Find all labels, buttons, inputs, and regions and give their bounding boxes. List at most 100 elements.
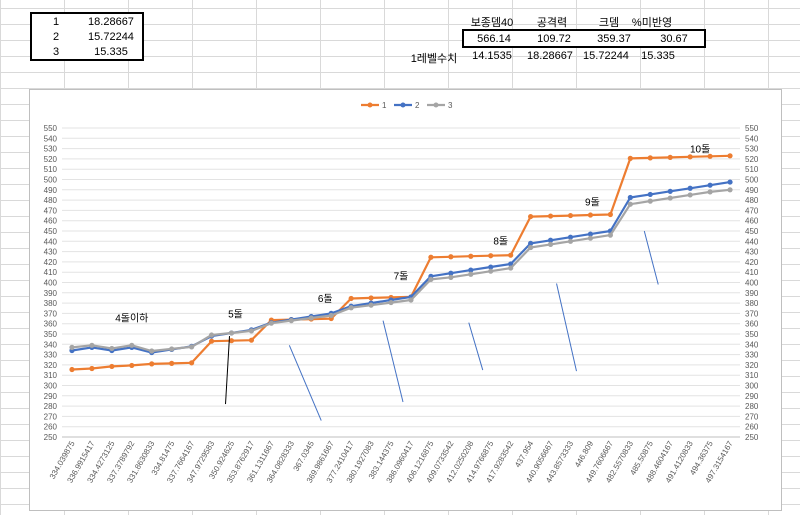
data-point <box>69 344 75 350</box>
data-point <box>727 179 733 185</box>
data-point <box>607 211 613 218</box>
legend-label: 3 <box>448 101 453 110</box>
legend-marker <box>400 102 406 108</box>
y2-tick-label: 380 <box>745 299 759 308</box>
y2-tick-label: 310 <box>745 371 759 380</box>
data-point <box>667 188 673 194</box>
annotation-label: 10돌 <box>690 144 710 156</box>
y-tick-label: 420 <box>44 258 58 267</box>
y-tick-label: 540 <box>44 134 58 143</box>
y-tick-label: 340 <box>44 340 58 349</box>
y2-tick-label: 460 <box>745 217 759 226</box>
annotation-label: 4돌이하 <box>115 312 148 325</box>
y2-tick-label: 520 <box>745 155 759 164</box>
level-value-cell[interactable]: 18.28667 <box>527 50 573 62</box>
data-point <box>348 295 354 302</box>
table-cell[interactable]: 109.72 <box>537 32 571 45</box>
stats-header-cell[interactable]: %미반영 <box>631 17 673 29</box>
y-tick-label: 530 <box>44 145 58 154</box>
y-tick-label: 260 <box>44 423 58 432</box>
stats-header-cell[interactable]: 크뎀 <box>598 17 620 29</box>
y-tick-label: 270 <box>44 412 58 421</box>
data-point <box>109 363 115 370</box>
data-point <box>647 155 653 161</box>
data-point <box>149 361 155 367</box>
table-cell[interactable]: 2 <box>52 30 60 43</box>
y2-tick-label: 260 <box>745 423 759 432</box>
data-point <box>89 365 95 372</box>
data-point <box>627 201 633 207</box>
data-point <box>69 366 75 373</box>
data-point <box>268 320 274 326</box>
series-line-3 <box>71 188 731 353</box>
data-point <box>707 189 713 195</box>
y2-tick-label: 400 <box>745 279 759 288</box>
table-cell[interactable]: 566.14 <box>477 32 511 45</box>
table-cell[interactable]: 359.37 <box>597 32 631 45</box>
data-point <box>428 254 434 260</box>
data-point <box>727 153 733 159</box>
line-chart[interactable]: 250 250 260 260 270 270 280 280 290 290 300 300 310 3… <box>29 89 782 511</box>
data-point <box>448 254 454 260</box>
y2-tick-label: 370 <box>745 309 759 318</box>
y-tick-label: 510 <box>44 165 58 174</box>
data-point <box>707 182 713 188</box>
level-row-label[interactable]: 1레벨수치 <box>410 53 458 65</box>
table-cell[interactable]: 15.72244 <box>88 30 134 43</box>
y2-tick-label: 330 <box>745 351 759 360</box>
data-point <box>687 154 693 160</box>
data-point <box>208 332 215 338</box>
table-cell[interactable]: 3 <box>52 45 60 58</box>
legend-label: 2 <box>415 101 420 110</box>
series-line-1 <box>71 154 731 371</box>
divider-line <box>225 336 231 405</box>
data-point <box>547 237 554 243</box>
data-point <box>508 252 514 258</box>
data-point <box>508 265 514 271</box>
table-cell[interactable]: 18.28667 <box>88 15 134 28</box>
data-point <box>567 234 574 240</box>
y-tick-label: 500 <box>44 176 58 185</box>
level-value-cell[interactable]: 15.72244 <box>583 50 629 62</box>
level-value-cell[interactable]: 15.335 <box>641 50 675 62</box>
y-tick-label: 460 <box>44 217 58 226</box>
data-point <box>547 213 554 219</box>
y2-tick-label: 340 <box>745 340 759 349</box>
data-point <box>448 270 454 276</box>
y-tick-label: 280 <box>44 402 58 411</box>
divider-line <box>643 230 659 285</box>
table-cell[interactable]: 15.335 <box>94 45 128 58</box>
data-point <box>587 235 594 241</box>
y-tick-label: 400 <box>44 279 58 288</box>
y-tick-label: 360 <box>44 320 58 329</box>
table-cell[interactable]: 30.67 <box>660 32 688 45</box>
data-point <box>707 153 713 159</box>
data-point <box>228 330 235 336</box>
data-point <box>667 154 673 160</box>
data-point <box>448 274 454 280</box>
level-value-cell[interactable]: 14.1535 <box>472 50 512 62</box>
divider-line <box>288 345 322 421</box>
y2-tick-label: 420 <box>745 258 759 267</box>
data-point <box>129 362 135 369</box>
data-point <box>248 337 255 343</box>
y-tick-label: 490 <box>44 186 58 195</box>
y-tick-label: 410 <box>44 268 58 277</box>
data-point <box>248 328 255 334</box>
data-point <box>687 185 693 191</box>
stats-header-cell[interactable]: 보종뎀40 <box>470 17 514 29</box>
y2-tick-label: 360 <box>745 320 759 329</box>
data-point <box>169 360 175 366</box>
y-tick-label: 480 <box>44 196 58 205</box>
data-point <box>727 187 733 193</box>
legend-marker <box>433 102 439 108</box>
data-point <box>468 253 474 259</box>
y2-tick-label: 440 <box>745 237 759 246</box>
table-cell[interactable]: 1 <box>52 15 60 28</box>
stats-header-cell[interactable]: 공격력 <box>536 17 568 29</box>
data-point <box>627 194 633 201</box>
y2-tick-label: 470 <box>745 206 759 215</box>
divider-line <box>382 320 404 403</box>
y2-tick-label: 490 <box>745 186 759 195</box>
data-point <box>468 267 474 273</box>
